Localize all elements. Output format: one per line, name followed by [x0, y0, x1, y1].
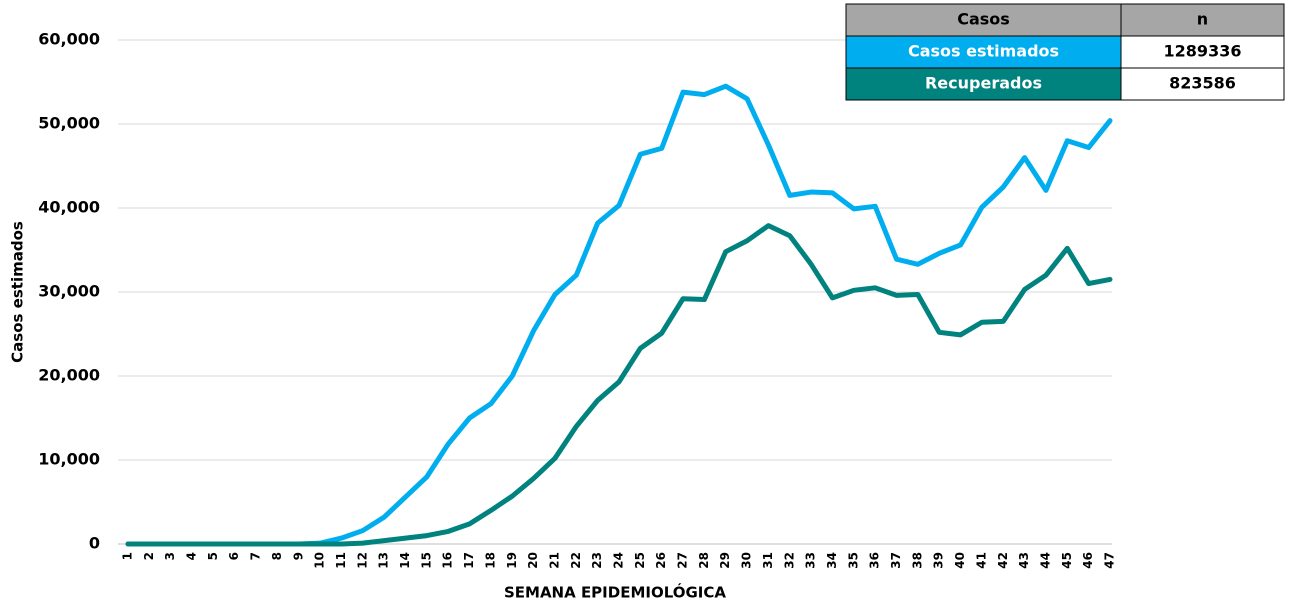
x-tick-label: 24 — [612, 552, 626, 569]
x-tick-label: 37 — [889, 552, 903, 569]
x-tick-label: 35 — [846, 552, 860, 569]
y-tick-label: 30,000 — [38, 282, 100, 301]
x-tick-label: 22 — [569, 552, 583, 569]
x-tick-label: 13 — [377, 552, 391, 569]
x-tick-label: 17 — [462, 552, 476, 569]
y-tick-label: 60,000 — [38, 30, 100, 49]
x-tick-label: 7 — [249, 552, 263, 560]
x-tick-label: 46 — [1081, 552, 1095, 569]
x-tick-label: 21 — [547, 552, 561, 569]
y-tick-label: 20,000 — [38, 366, 100, 385]
x-tick-label: 34 — [825, 552, 839, 569]
x-tick-label: 4 — [185, 552, 199, 560]
x-tick-label: 28 — [697, 552, 711, 569]
table-name-text: Casos estimados — [908, 42, 1059, 61]
x-tick-label: 8 — [270, 552, 284, 560]
table-value-cell — [1120, 35, 1285, 69]
table-header-text: n — [1197, 10, 1208, 29]
table-header-cell — [1120, 3, 1285, 37]
table-value-text: 823586 — [1169, 74, 1236, 93]
table-value-cell — [1120, 67, 1285, 101]
x-tick-label: 18 — [483, 552, 497, 569]
series-line — [125, 83, 1113, 547]
x-tick-label: 31 — [761, 552, 775, 569]
table-name-cell — [845, 35, 1122, 69]
x-tick-label: 12 — [355, 552, 369, 569]
x-axis-title: SEMANA EPIDEMIOLÓGICA — [504, 583, 726, 602]
x-tick-label: 11 — [334, 552, 348, 569]
x-tick-label: 19 — [505, 552, 519, 569]
x-tick-label: 5 — [206, 552, 220, 560]
x-tick-label: 32 — [782, 552, 796, 569]
table-name-text: Recuperados — [925, 74, 1042, 93]
x-tick-label: 47 — [1103, 552, 1117, 569]
x-tick-label: 43 — [1017, 552, 1031, 569]
y-tick-label: 40,000 — [38, 198, 100, 217]
x-tick-label: 2 — [142, 552, 156, 560]
x-tick-label: 40 — [953, 552, 967, 569]
x-tick-label: 33 — [804, 552, 818, 569]
table-value-text: 1289336 — [1164, 42, 1242, 61]
x-tick-label: 26 — [654, 552, 668, 569]
x-tick-label: 39 — [932, 552, 946, 569]
x-tick-label: 14 — [398, 552, 412, 569]
x-tick-label: 36 — [868, 552, 882, 569]
y-tick-label: 0 — [89, 534, 100, 553]
x-tick-label: 38 — [910, 552, 924, 569]
y-tick-label: 50,000 — [38, 114, 100, 133]
table-name-cell — [845, 67, 1122, 101]
x-tick-label: 3 — [163, 552, 177, 560]
x-tick-label: 29 — [718, 552, 732, 569]
x-tick-label: 23 — [590, 552, 604, 569]
table-header-text: Casos — [957, 10, 1010, 29]
x-tick-label: 9 — [291, 552, 305, 560]
x-tick-label: 27 — [676, 552, 690, 569]
x-tick-label: 6 — [227, 552, 241, 560]
x-tick-label: 20 — [526, 552, 540, 569]
y-tick-label: 10,000 — [38, 450, 100, 469]
x-tick-label: 16 — [441, 552, 455, 569]
x-tick-label: 45 — [1060, 552, 1074, 569]
x-tick-label: 30 — [740, 552, 754, 569]
x-tick-label: 25 — [633, 552, 647, 569]
x-tick-label: 41 — [974, 552, 988, 569]
y-axis-title: Casos estimados — [9, 221, 27, 363]
x-tick-label: 42 — [996, 552, 1010, 569]
x-tick-label: 10 — [313, 552, 327, 569]
x-tick-label: 1 — [121, 552, 135, 560]
series-line — [125, 223, 1113, 547]
x-tick-label: 15 — [419, 552, 433, 569]
x-tick-label: 44 — [1038, 552, 1052, 569]
